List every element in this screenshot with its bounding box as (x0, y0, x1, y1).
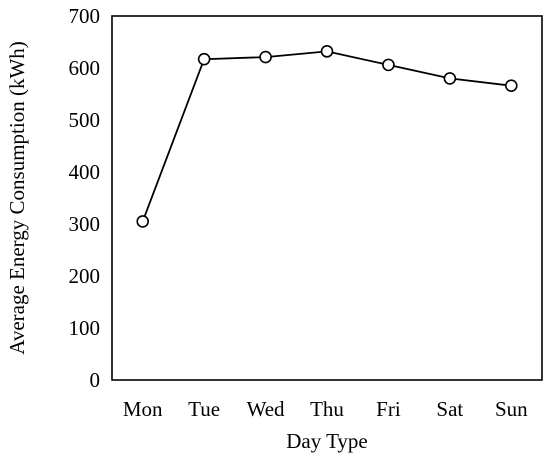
y-tick-labels: 0 100 200 300 400 500 600 700 (69, 4, 101, 392)
x-tick-label: Sun (495, 397, 528, 421)
x-tick-label: Wed (247, 397, 285, 421)
y-tick-label: 500 (69, 108, 101, 132)
y-tick-label: 600 (69, 56, 101, 80)
y-axis-title: Average Energy Consumption (kWh) (5, 41, 29, 355)
series-line (141, 50, 512, 222)
x-tick-labels: Mon Tue Wed Thu Fri Sat Sun (123, 397, 528, 421)
data-point-marker (197, 52, 211, 66)
data-point-marker (504, 79, 518, 92)
data-markers (136, 45, 518, 228)
plot-area-frame (111, 15, 543, 381)
y-tick-label: 0 (90, 368, 101, 392)
data-point-marker (443, 72, 457, 85)
y-tick-label: 100 (69, 316, 101, 340)
data-point-marker (136, 215, 150, 228)
x-axis-title: Day Type (286, 429, 368, 453)
data-point-marker (382, 58, 395, 72)
y-tick-label: 700 (69, 4, 101, 28)
y-tick-label: 200 (69, 264, 101, 288)
x-tick-label: Sat (436, 397, 463, 421)
x-tick-label: Mon (123, 397, 163, 421)
x-tick-label: Tue (188, 397, 220, 421)
y-tick-label: 300 (69, 212, 101, 236)
y-tick-label: 400 (69, 160, 101, 184)
data-point-marker (320, 45, 334, 58)
x-tick-label: Fri (376, 397, 401, 421)
data-point-marker (259, 50, 272, 64)
x-tick-label: Thu (310, 397, 344, 421)
